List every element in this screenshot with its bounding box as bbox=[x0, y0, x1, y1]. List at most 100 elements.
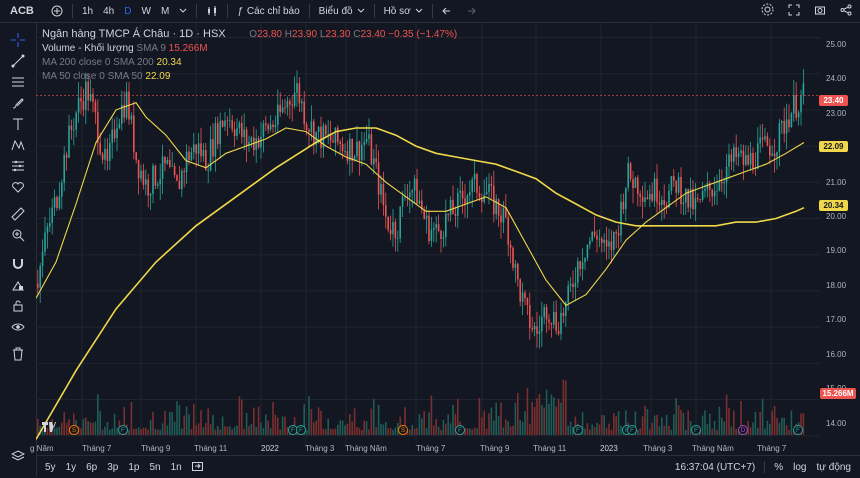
candle-body bbox=[385, 205, 387, 217]
price-chart[interactable] bbox=[36, 23, 820, 443]
candle-body bbox=[116, 128, 118, 139]
ruler-icon[interactable] bbox=[8, 205, 28, 223]
volume-label[interactable]: Volume - Khối lượng bbox=[42, 43, 134, 54]
layers-icon[interactable] bbox=[8, 447, 28, 465]
screenshot-icon[interactable] bbox=[814, 4, 826, 19]
interval-1h[interactable]: 1h bbox=[82, 5, 94, 17]
lock-drawing-icon[interactable] bbox=[8, 276, 28, 294]
time-axis-label: Tháng 9 bbox=[141, 444, 171, 453]
volume-bar bbox=[375, 427, 377, 435]
volume-bar bbox=[361, 429, 363, 435]
candle-body bbox=[555, 312, 557, 331]
candle-body bbox=[82, 101, 85, 110]
auto-toggle[interactable]: tự động bbox=[816, 461, 852, 473]
log-toggle[interactable]: log bbox=[793, 461, 807, 473]
ma200-line bbox=[36, 127, 805, 440]
event-marker[interactable]: F bbox=[691, 425, 701, 435]
volume-bar bbox=[116, 427, 118, 435]
event-marker[interactable]: S bbox=[69, 425, 79, 435]
range-5n[interactable]: 5n bbox=[149, 461, 161, 473]
candle-body bbox=[409, 192, 411, 198]
bar-style-icon[interactable] bbox=[201, 0, 223, 22]
trash-icon[interactable] bbox=[8, 345, 28, 363]
text-icon[interactable] bbox=[8, 115, 28, 133]
clock-time[interactable]: 16:37:04 (UTC+7) bbox=[674, 461, 756, 473]
fib-icon[interactable] bbox=[8, 73, 28, 91]
price-axis[interactable] bbox=[820, 23, 860, 443]
brush-icon[interactable] bbox=[8, 94, 28, 112]
zoom-icon[interactable] bbox=[8, 226, 28, 244]
pattern-icon[interactable] bbox=[8, 136, 28, 154]
event-marker[interactable]: F bbox=[118, 425, 128, 435]
price-axis-label: 25.00 bbox=[826, 40, 847, 49]
candle-body bbox=[243, 129, 245, 138]
candle-body bbox=[291, 104, 293, 106]
candle-body bbox=[370, 134, 373, 165]
interval-m[interactable]: M bbox=[160, 5, 170, 17]
candle-body bbox=[313, 121, 315, 145]
ma50-label[interactable]: MA 50 close 0 SMA 50 bbox=[42, 71, 143, 82]
interval-d[interactable]: D bbox=[124, 5, 132, 17]
percent-toggle[interactable]: % bbox=[774, 461, 784, 473]
prediction-icon[interactable] bbox=[8, 157, 28, 175]
event-marker[interactable]: F bbox=[793, 425, 803, 435]
event-marker[interactable]: F bbox=[573, 425, 583, 435]
time-axis-label: Tháng 3 bbox=[305, 444, 335, 453]
gear-icon[interactable] bbox=[761, 3, 774, 19]
volume-bar bbox=[332, 429, 334, 435]
volume-bar bbox=[713, 420, 716, 435]
profile-button[interactable]: Hồ sơ bbox=[379, 0, 428, 22]
indicators-button[interactable]: ƒ Các chỉ báo bbox=[232, 0, 304, 22]
candle-body bbox=[781, 121, 783, 124]
legend-close: 23.40 bbox=[360, 29, 386, 40]
chart-type-button[interactable]: Biểu đồ bbox=[314, 0, 370, 22]
candle-body bbox=[673, 175, 675, 181]
interval-4h[interactable]: 4h bbox=[103, 5, 115, 17]
volume-bar bbox=[435, 419, 437, 435]
candle-body bbox=[447, 213, 449, 216]
range-5y[interactable]: 5y bbox=[45, 461, 56, 473]
volume-bar bbox=[63, 412, 65, 435]
volume-bar bbox=[598, 424, 601, 435]
candle-body bbox=[553, 312, 555, 325]
volume-bar bbox=[733, 410, 735, 435]
ma200-label[interactable]: MA 200 close 0 SMA 200 bbox=[42, 57, 154, 68]
range-1n[interactable]: 1n bbox=[170, 461, 182, 473]
goto-date-icon[interactable] bbox=[187, 461, 208, 474]
redo-icon[interactable] bbox=[459, 0, 481, 22]
candle-body bbox=[613, 231, 615, 250]
range-6p[interactable]: 6p bbox=[86, 461, 98, 473]
volume-bar bbox=[473, 427, 476, 435]
symbol-search[interactable]: ACB bbox=[10, 5, 34, 17]
eye-icon[interactable] bbox=[8, 318, 28, 336]
candle-body bbox=[233, 129, 236, 136]
candle-body bbox=[368, 134, 370, 139]
lock-icon[interactable] bbox=[8, 297, 28, 315]
volume-bar bbox=[773, 405, 776, 435]
tradingview-logo-icon[interactable] bbox=[42, 422, 56, 435]
range-1y[interactable]: 1y bbox=[65, 461, 77, 473]
candle-body bbox=[284, 107, 286, 109]
trend-line-icon[interactable] bbox=[8, 52, 28, 70]
range-1p[interactable]: 1p bbox=[128, 461, 140, 473]
compare-add-icon[interactable] bbox=[46, 0, 68, 22]
chevron-down-icon[interactable] bbox=[174, 0, 192, 22]
candle-body bbox=[274, 124, 277, 128]
range-3p[interactable]: 3p bbox=[107, 461, 119, 473]
event-marker[interactable]: S bbox=[398, 425, 408, 435]
time-axis-label: Tháng Năm bbox=[345, 444, 387, 453]
event-marker[interactable]: F bbox=[455, 425, 465, 435]
heart-icon[interactable] bbox=[8, 178, 28, 196]
undo-icon[interactable] bbox=[437, 0, 459, 22]
magnet-icon[interactable] bbox=[8, 255, 28, 273]
crosshair-icon[interactable] bbox=[8, 31, 28, 49]
event-marker[interactable]: F bbox=[627, 425, 637, 435]
event-marker[interactable]: F bbox=[296, 425, 306, 435]
candle-body bbox=[353, 156, 356, 161]
candle-body bbox=[75, 112, 77, 130]
candle-body bbox=[94, 101, 97, 113]
event-marker[interactable]: D bbox=[738, 425, 748, 435]
interval-w[interactable]: W bbox=[141, 5, 151, 17]
share-icon[interactable] bbox=[840, 4, 852, 19]
fullscreen-icon[interactable] bbox=[788, 4, 800, 19]
